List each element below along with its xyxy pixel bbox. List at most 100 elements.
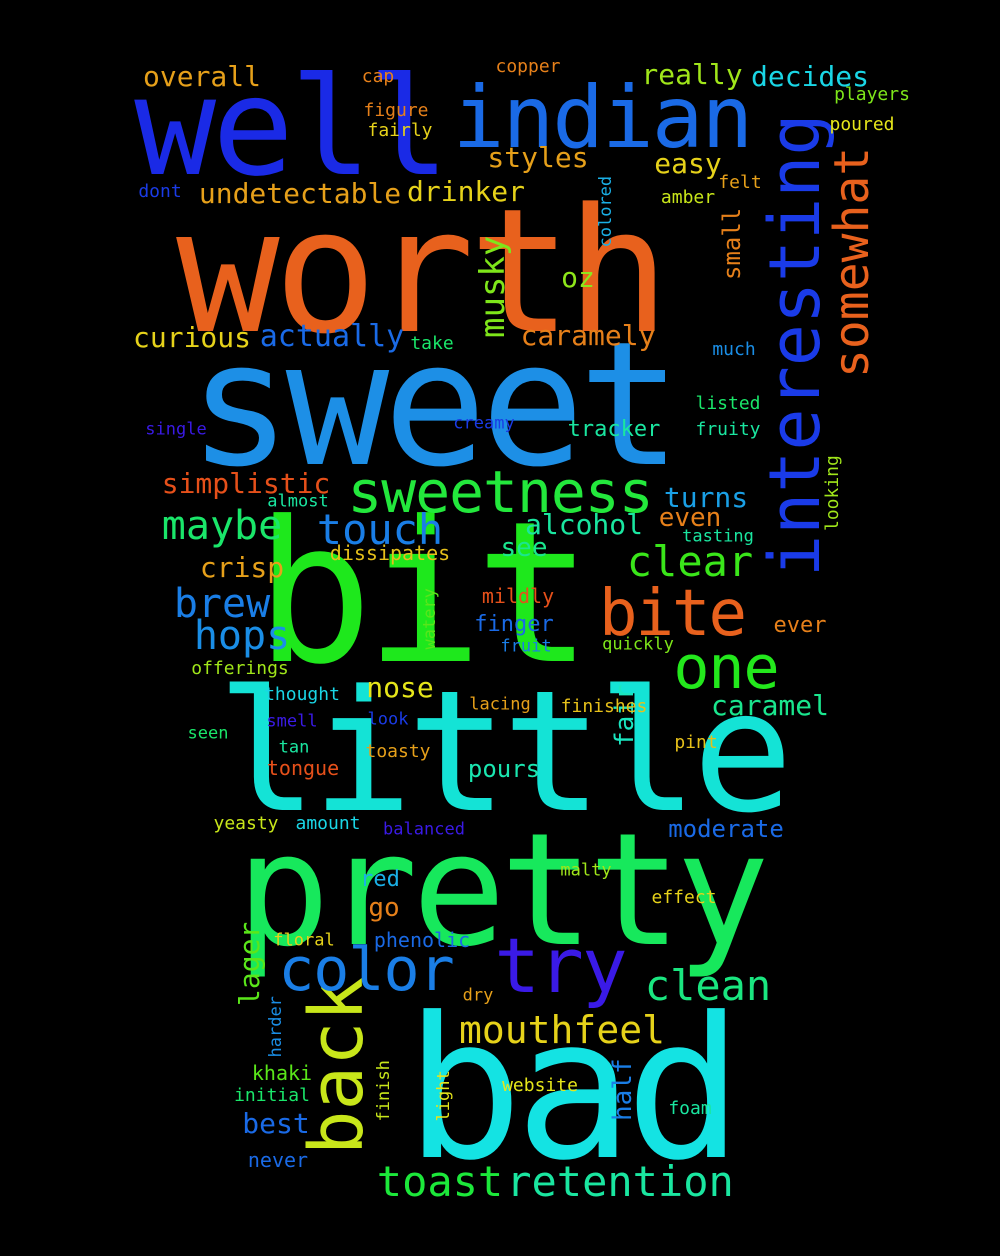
word: foam <box>668 1098 712 1119</box>
word: half <box>608 1058 638 1121</box>
word: seen <box>187 723 229 744</box>
word: sweetness <box>347 458 653 526</box>
word: almost <box>267 491 329 512</box>
word: amber <box>660 187 716 208</box>
word: floral <box>273 930 335 951</box>
word: moderate <box>668 815 784 843</box>
word: bite <box>598 577 747 651</box>
word: tan <box>278 737 310 758</box>
word: actually <box>259 319 405 354</box>
word: phenolic <box>373 928 471 952</box>
word: see <box>500 533 548 563</box>
word: dissipates <box>329 541 451 565</box>
word: malty <box>560 860 612 881</box>
word: khaki <box>251 1061 313 1085</box>
word: caramel <box>710 689 830 722</box>
word: dry <box>462 985 494 1006</box>
word: bad <box>404 976 743 1204</box>
word: initial <box>234 1085 310 1106</box>
word: players <box>834 84 910 105</box>
word: clean <box>644 961 772 1010</box>
word: fruit <box>500 636 552 657</box>
word: look <box>367 709 409 730</box>
word: even <box>658 503 722 533</box>
word: amount <box>295 813 361 834</box>
word: retention <box>506 1157 734 1206</box>
word: toast <box>376 1157 504 1206</box>
word: oz <box>561 261 595 294</box>
word: listed <box>695 393 761 414</box>
word: ever <box>773 613 827 638</box>
word: sweet <box>188 304 682 505</box>
word: poured <box>829 114 895 135</box>
word: harder <box>266 996 286 1058</box>
word: go <box>368 893 400 923</box>
word: musky <box>473 235 513 338</box>
word: styles <box>487 141 589 174</box>
word: looking <box>822 455 843 531</box>
word: best <box>242 1107 310 1140</box>
word: really <box>641 58 743 91</box>
word: mildly <box>481 584 555 608</box>
word: turns <box>663 481 749 514</box>
word: copper <box>495 56 561 77</box>
word: nose <box>366 671 434 704</box>
word: offerings <box>191 658 289 679</box>
word: dont <box>138 181 182 202</box>
word: website <box>502 1075 578 1096</box>
word: somewhat <box>824 146 880 378</box>
word: small <box>718 207 746 280</box>
word: felt <box>718 172 762 193</box>
word: hops <box>193 613 291 659</box>
word: creamy <box>453 413 515 434</box>
word: cap <box>361 66 395 87</box>
word: alcohol <box>524 508 644 541</box>
word: lacing <box>469 694 531 715</box>
word: crisp <box>199 551 285 584</box>
word: tongue <box>266 756 340 780</box>
word: simplistic <box>161 467 331 500</box>
word: single <box>145 419 207 440</box>
word: watery <box>420 588 440 650</box>
word: drinker <box>406 175 526 208</box>
word: curious <box>132 321 252 354</box>
word: pretty <box>236 799 770 981</box>
word: color <box>278 935 455 1005</box>
word: effect <box>651 887 717 908</box>
word: touch <box>316 505 444 554</box>
word: bit <box>254 480 593 708</box>
word: brew <box>173 581 271 627</box>
word: colored <box>596 175 616 248</box>
word: clear <box>626 537 754 586</box>
word: quickly <box>602 634 674 655</box>
word: mouthfeel <box>459 1008 665 1052</box>
word: pours <box>467 755 541 783</box>
word: yeasty <box>213 813 279 834</box>
word: indian <box>452 68 754 168</box>
word: finger <box>474 612 554 637</box>
word: toasty <box>365 741 431 762</box>
word: take <box>410 333 454 354</box>
word: well <box>134 49 450 207</box>
word: little <box>216 654 794 850</box>
word: worth <box>176 171 670 372</box>
word: smell <box>266 711 318 732</box>
word: tracker <box>567 417 661 442</box>
word: lager <box>233 921 266 1006</box>
word: finishes <box>560 696 648 717</box>
word: interesting <box>754 113 836 577</box>
word: pint <box>674 732 718 753</box>
word: maybe <box>161 503 283 549</box>
word: tasting <box>682 526 754 547</box>
word: one <box>673 633 779 703</box>
word: try <box>494 921 627 1010</box>
word: fairly <box>367 120 433 141</box>
word: easy <box>654 147 722 180</box>
word: red <box>360 867 400 892</box>
word: decides <box>750 60 870 93</box>
word: never <box>247 1148 309 1172</box>
word: caramely <box>520 319 656 352</box>
word: light <box>434 1070 454 1122</box>
word: thought <box>264 684 340 705</box>
